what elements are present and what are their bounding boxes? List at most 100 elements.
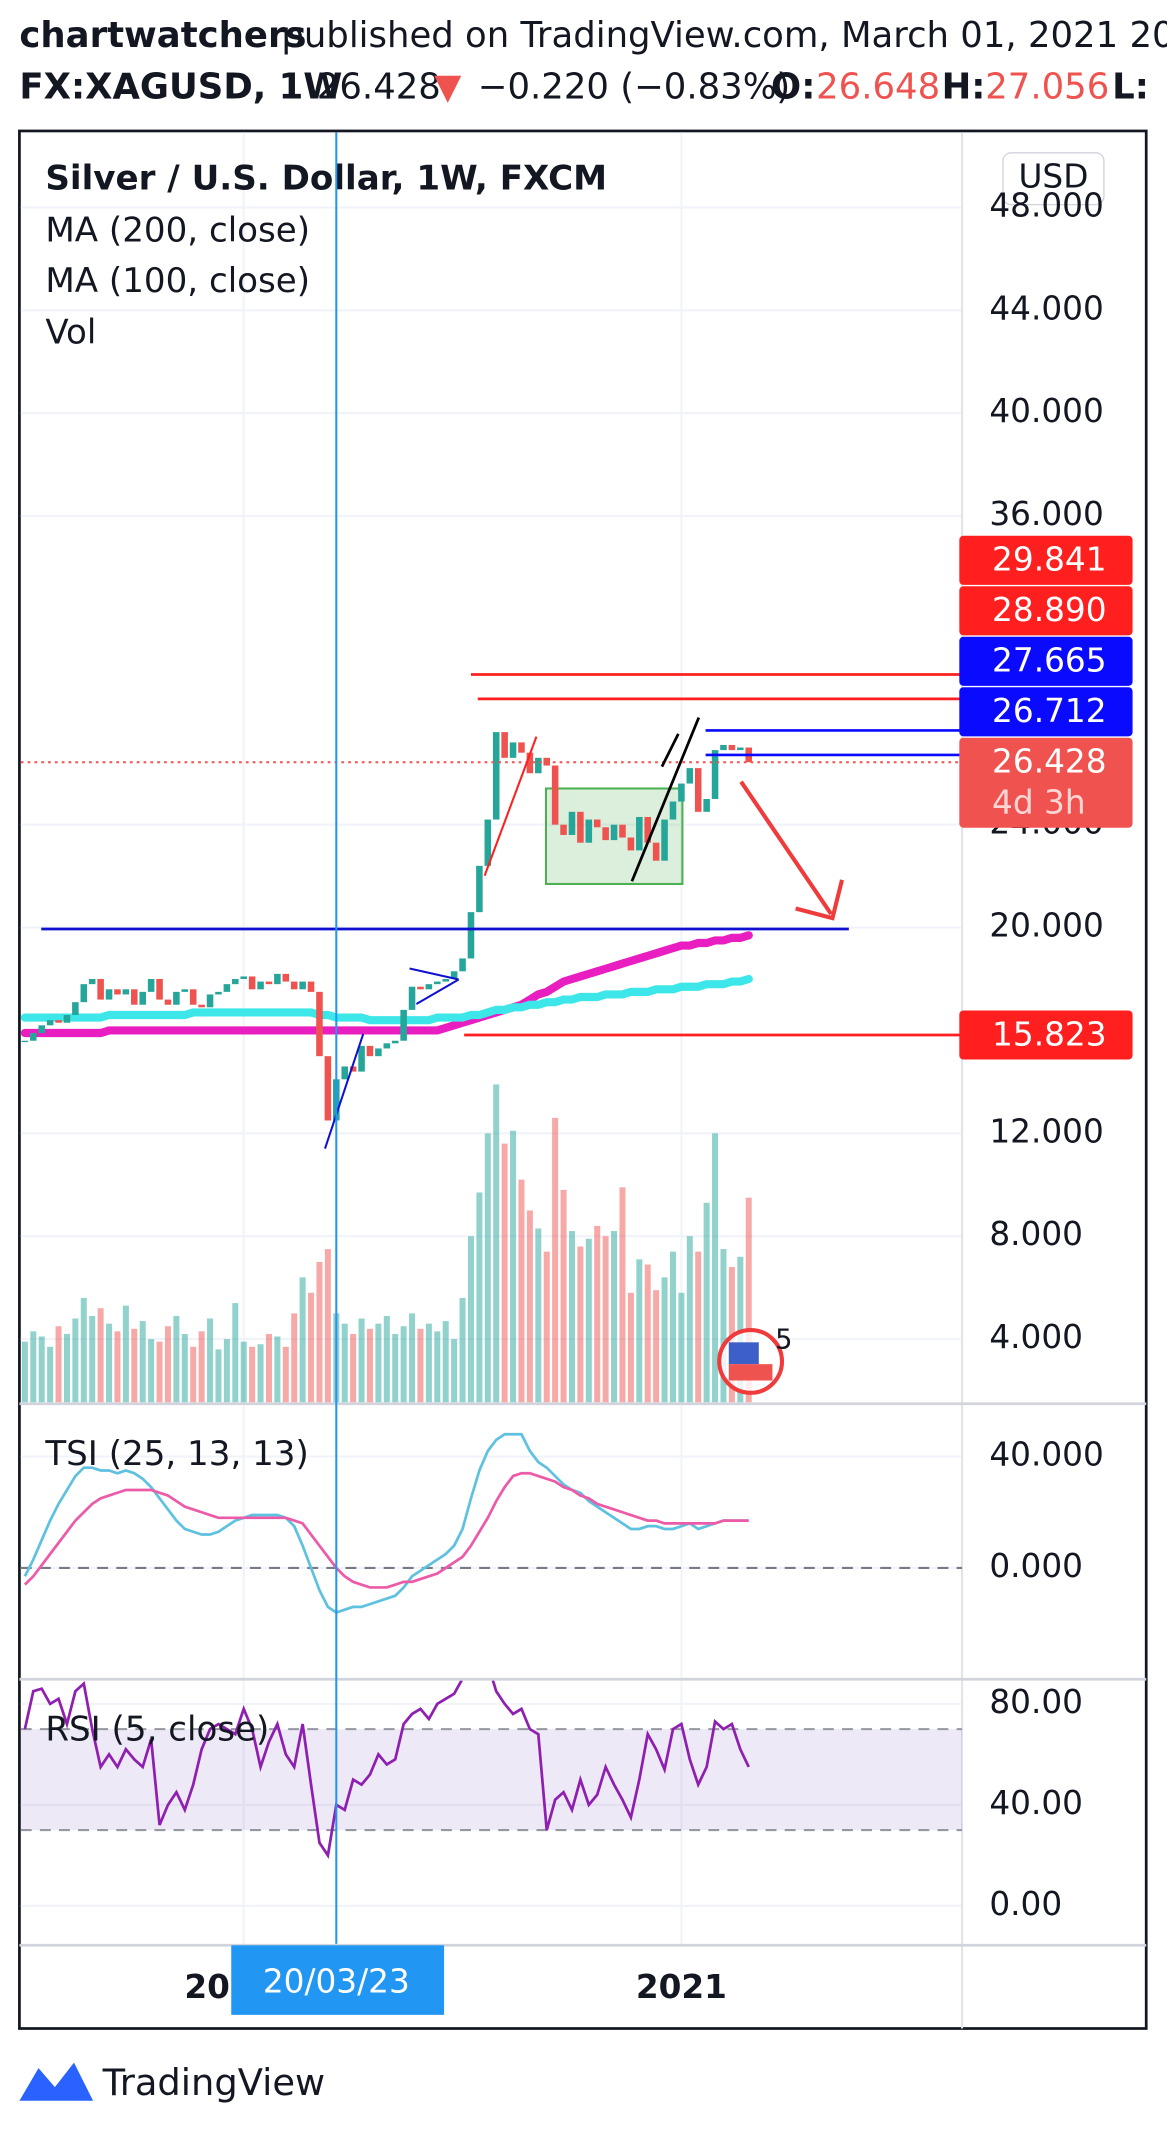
- volume-bar: [156, 1341, 163, 1403]
- drawings: [41, 717, 849, 1149]
- volume-bar: [215, 1349, 222, 1403]
- candle: [290, 981, 298, 990]
- volume-bar: [619, 1187, 626, 1403]
- volume-bar: [282, 1346, 289, 1403]
- arrow: [739, 780, 833, 916]
- y-tick-label: 20.000: [989, 907, 1103, 945]
- volume-bar: [737, 1256, 744, 1403]
- candle: [358, 1045, 365, 1072]
- volume-bar: [89, 1315, 96, 1403]
- candle: [501, 732, 508, 758]
- volume-bar: [38, 1336, 45, 1403]
- candle: [240, 976, 247, 980]
- candle: [131, 989, 138, 1005]
- candle: [232, 979, 239, 985]
- y-tick-label: 12.000: [989, 1112, 1103, 1150]
- candle: [97, 979, 104, 1000]
- candle: [627, 837, 635, 851]
- low-label: L:: [1112, 67, 1149, 108]
- y-tick-label: 0.000: [989, 1547, 1083, 1585]
- candle: [408, 986, 416, 1010]
- candle: [375, 1048, 382, 1057]
- candle: [703, 798, 710, 812]
- candle: [122, 989, 130, 995]
- price-tag: [959, 636, 1133, 686]
- volume-bar: [712, 1133, 719, 1403]
- legend-entry: MA (200, close): [45, 210, 310, 250]
- volume-bar: [308, 1292, 315, 1403]
- candle: [21, 1040, 29, 1043]
- high-label: H:: [942, 67, 986, 108]
- candle: [720, 744, 727, 751]
- candle: [316, 991, 323, 1057]
- candle: [383, 1043, 391, 1049]
- volume-layer: [20, 931, 753, 1403]
- candle: [72, 1002, 79, 1016]
- volume-bar: [484, 1133, 491, 1403]
- volume-bar: [350, 1333, 357, 1403]
- candle: [694, 768, 702, 812]
- volume-bar: [63, 1333, 70, 1403]
- candle: [173, 991, 180, 1005]
- currency-box[interactable]: [1002, 152, 1105, 206]
- currency: USD: [1018, 158, 1088, 196]
- volume-bar: [21, 1341, 28, 1403]
- volume-bar: [223, 1339, 230, 1403]
- price-tag: [959, 586, 1133, 636]
- volume-bar: [425, 1323, 432, 1403]
- price-tag-label: 29.841: [992, 541, 1106, 579]
- volume-bar: [72, 1318, 79, 1403]
- indicator-layer: [20, 1432, 963, 1859]
- price-tag: [959, 687, 1133, 737]
- author: chartwatchers: [19, 15, 306, 56]
- volume-bar: [594, 1225, 601, 1403]
- volume-bar: [602, 1236, 609, 1403]
- candle: [652, 842, 660, 861]
- candle: [459, 958, 466, 972]
- volume-bar: [695, 1251, 702, 1403]
- volume-bar: [644, 1264, 651, 1403]
- flag: [728, 1364, 773, 1381]
- volume-bar: [190, 1346, 197, 1403]
- volume-bar: [131, 1328, 138, 1403]
- candle: [484, 819, 492, 866]
- candle: [669, 801, 677, 820]
- change: −0.220 (−0.83%): [478, 67, 790, 108]
- candle: [114, 989, 121, 995]
- price-tag-label: 28.890: [992, 591, 1106, 629]
- change-arrow: ▼: [434, 67, 462, 108]
- arrow-head: [795, 879, 844, 921]
- chart-frame: [18, 129, 1148, 2030]
- volume-bar: [249, 1346, 256, 1403]
- candle: [223, 984, 231, 992]
- candle: [282, 973, 290, 982]
- volume-bar: [585, 1238, 592, 1403]
- volume-bar: [232, 1303, 239, 1403]
- candle: [467, 912, 475, 959]
- volume-bar: [526, 1210, 533, 1403]
- candle: [400, 1009, 407, 1041]
- candle: [30, 1033, 37, 1041]
- volume-bar: [240, 1341, 247, 1403]
- candle: [711, 750, 719, 799]
- candle: [417, 986, 424, 990]
- candle: [619, 824, 626, 838]
- candle: [492, 732, 500, 820]
- volume-bar: [139, 1321, 146, 1403]
- volume-bar: [577, 1246, 584, 1403]
- trend-line: [324, 1033, 365, 1149]
- countdown: 4d 3h: [992, 784, 1086, 822]
- indicator-title: TSI (25, 13, 13): [44, 1434, 308, 1474]
- candle: [577, 811, 584, 843]
- legend-entry: MA (100, close): [45, 261, 310, 301]
- candle: [38, 1025, 45, 1034]
- candle: [434, 981, 441, 985]
- candle: [341, 1066, 348, 1080]
- candle: [88, 979, 96, 985]
- volume-bar: [434, 1331, 441, 1403]
- candle: [181, 989, 189, 992]
- volume-bar: [627, 1292, 634, 1403]
- indicator: [20, 1680, 963, 1859]
- volume-bar: [501, 1143, 508, 1403]
